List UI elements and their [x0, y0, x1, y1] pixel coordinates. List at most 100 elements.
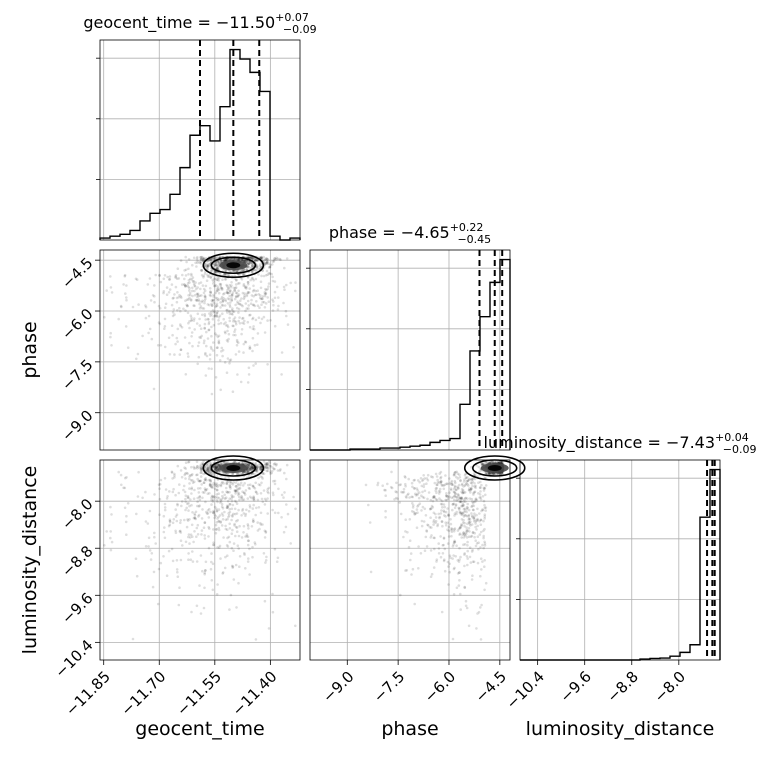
scatter-point-geocent_time-phase: [208, 262, 212, 266]
scatter-point-geocent_time-phase: [277, 304, 280, 308]
scatter-point-phase-luminosity_distance: [421, 479, 424, 483]
scatter-point-geocent_time-phase: [275, 285, 279, 289]
scatter-point-phase-luminosity_distance: [429, 575, 433, 578]
scatter-point-phase-luminosity_distance: [459, 526, 462, 530]
scatter-point-geocent_time-luminosity_distance: [203, 571, 206, 574]
scatter-point-geocent_time-luminosity_distance: [225, 544, 229, 547]
scatter-point-phase-luminosity_distance: [422, 520, 426, 523]
scatter-point-geocent_time-luminosity_distance: [248, 495, 252, 499]
scatter-point-phase-luminosity_distance: [483, 559, 487, 562]
scatter-point-geocent_time-phase: [215, 255, 218, 259]
scatter-point-geocent_time-phase: [212, 270, 216, 274]
scatter-point-geocent_time-luminosity_distance: [259, 492, 263, 495]
scatter-point-geocent_time-phase: [185, 303, 188, 307]
scatter-point-geocent_time-phase: [247, 256, 251, 260]
scatter-point-geocent_time-phase: [210, 334, 213, 338]
scatter-point-geocent_time-luminosity_distance: [229, 485, 232, 489]
scatter-point-geocent_time-phase: [242, 283, 246, 286]
scatter-point-geocent_time-luminosity_distance: [267, 627, 271, 630]
scatter-point-phase-luminosity_distance: [477, 481, 480, 485]
scatter-point-phase-luminosity_distance: [450, 534, 453, 538]
scatter-point-geocent_time-luminosity_distance: [234, 525, 238, 529]
scatter-point-geocent_time-phase: [251, 264, 254, 267]
scatter-point-geocent_time-luminosity_distance: [226, 536, 229, 540]
scatter-point-geocent_time-luminosity_distance: [286, 512, 290, 516]
scatter-point-geocent_time-phase: [195, 257, 199, 261]
scatter-point-geocent_time-phase: [213, 284, 216, 288]
scatter-point-phase-luminosity_distance: [399, 593, 402, 597]
scatter-point-geocent_time-phase: [240, 258, 244, 262]
scatter-point-geocent_time-phase: [179, 259, 183, 262]
scatter-point-geocent_time-phase: [188, 326, 191, 330]
scatter-point-geocent_time-phase: [263, 292, 267, 296]
scatter-point-geocent_time-luminosity_distance: [214, 531, 218, 535]
scatter-point-geocent_time-luminosity_distance: [178, 483, 181, 486]
scatter-point-geocent_time-luminosity_distance: [251, 507, 255, 510]
scatter-point-geocent_time-luminosity_distance: [184, 508, 187, 512]
scatter-point-geocent_time-luminosity_distance: [216, 465, 219, 468]
scatter-points-layer: [103, 255, 505, 641]
scatter-point-geocent_time-phase: [214, 257, 218, 260]
scatter-point-phase-luminosity_distance: [458, 533, 461, 536]
scatter-point-geocent_time-phase: [234, 333, 237, 337]
scatter-point-geocent_time-luminosity_distance: [235, 530, 239, 533]
scatter-point-geocent_time-phase: [198, 335, 201, 339]
scatter-point-geocent_time-luminosity_distance: [174, 529, 177, 533]
scatter-point-geocent_time-phase: [183, 336, 187, 339]
scatter-point-phase-luminosity_distance: [481, 543, 484, 547]
scatter-point-phase-luminosity_distance: [479, 523, 483, 526]
scatter-point-geocent_time-phase: [203, 326, 206, 330]
scatter-point-geocent_time-phase: [168, 277, 172, 281]
scatter-point-geocent_time-phase: [238, 303, 242, 306]
scatter-point-geocent_time-luminosity_distance: [248, 468, 251, 471]
scatter-point-geocent_time-phase: [207, 321, 211, 324]
scatter-point-geocent_time-phase: [260, 297, 264, 301]
scatter-point-geocent_time-phase: [187, 278, 191, 282]
scatter-point-geocent_time-phase: [209, 258, 213, 261]
scatter-point-geocent_time-phase: [272, 303, 275, 307]
scatter-point-geocent_time-luminosity_distance: [193, 513, 197, 517]
scatter-point-geocent_time-luminosity_distance: [228, 514, 231, 517]
scatter-point-phase-luminosity_distance: [384, 516, 387, 519]
scatter-point-geocent_time-phase: [232, 320, 235, 323]
scatter-point-geocent_time-phase: [219, 306, 222, 309]
scatter-point-geocent_time-phase: [186, 281, 190, 285]
scatter-point-geocent_time-phase: [224, 324, 228, 327]
scatter-point-geocent_time-phase: [259, 256, 263, 259]
scatter-point-phase-luminosity_distance: [438, 516, 441, 520]
scatter-point-geocent_time-phase: [285, 314, 288, 318]
scatter-point-geocent_time-luminosity_distance: [236, 544, 240, 547]
scatter-point-geocent_time-phase: [184, 284, 187, 288]
scatter-point-geocent_time-phase: [184, 274, 188, 277]
scatter-point-geocent_time-phase: [244, 286, 247, 290]
scatter-point-geocent_time-luminosity_distance: [246, 535, 250, 538]
scatter-point-geocent_time-phase: [219, 259, 223, 262]
scatter-point-geocent_time-luminosity_distance: [147, 545, 150, 548]
scatter-point-phase-luminosity_distance: [416, 511, 419, 514]
scatter-point-geocent_time-phase: [211, 278, 214, 282]
scatter-point-geocent_time-luminosity_distance: [198, 584, 201, 587]
scatter-point-geocent_time-luminosity_distance: [215, 465, 218, 468]
scatter-point-geocent_time-luminosity_distance: [237, 492, 241, 496]
scatter-point-geocent_time-phase: [215, 278, 219, 282]
scatter-point-geocent_time-phase: [206, 273, 209, 277]
scatter-point-geocent_time-luminosity_distance: [176, 503, 179, 507]
scatter-point-geocent_time-phase: [272, 260, 276, 263]
scatter-point-geocent_time-phase: [165, 293, 169, 297]
scatter-point-geocent_time-luminosity_distance: [176, 464, 180, 468]
scatter-point-geocent_time-phase: [240, 258, 244, 262]
scatter-point-phase-luminosity_distance: [404, 484, 407, 488]
scatter-point-geocent_time-phase: [141, 334, 144, 338]
scatter-point-geocent_time-luminosity_distance: [211, 588, 215, 592]
scatter-point-geocent_time-phase: [173, 313, 176, 316]
scatter-point-geocent_time-phase: [103, 315, 106, 319]
xtick-label-phase-1: −7.5: [370, 668, 408, 706]
scatter-point-geocent_time-luminosity_distance: [250, 466, 254, 470]
scatter-point-geocent_time-luminosity_distance: [109, 548, 113, 552]
scatter-point-geocent_time-luminosity_distance: [237, 508, 240, 512]
scatter-point-geocent_time-phase: [231, 310, 235, 313]
scatter-point-geocent_time-phase: [196, 295, 199, 299]
scatter-point-geocent_time-phase: [153, 295, 156, 298]
scatter-point-geocent_time-phase: [204, 353, 207, 356]
scatter-point-phase-luminosity_distance: [364, 483, 368, 487]
